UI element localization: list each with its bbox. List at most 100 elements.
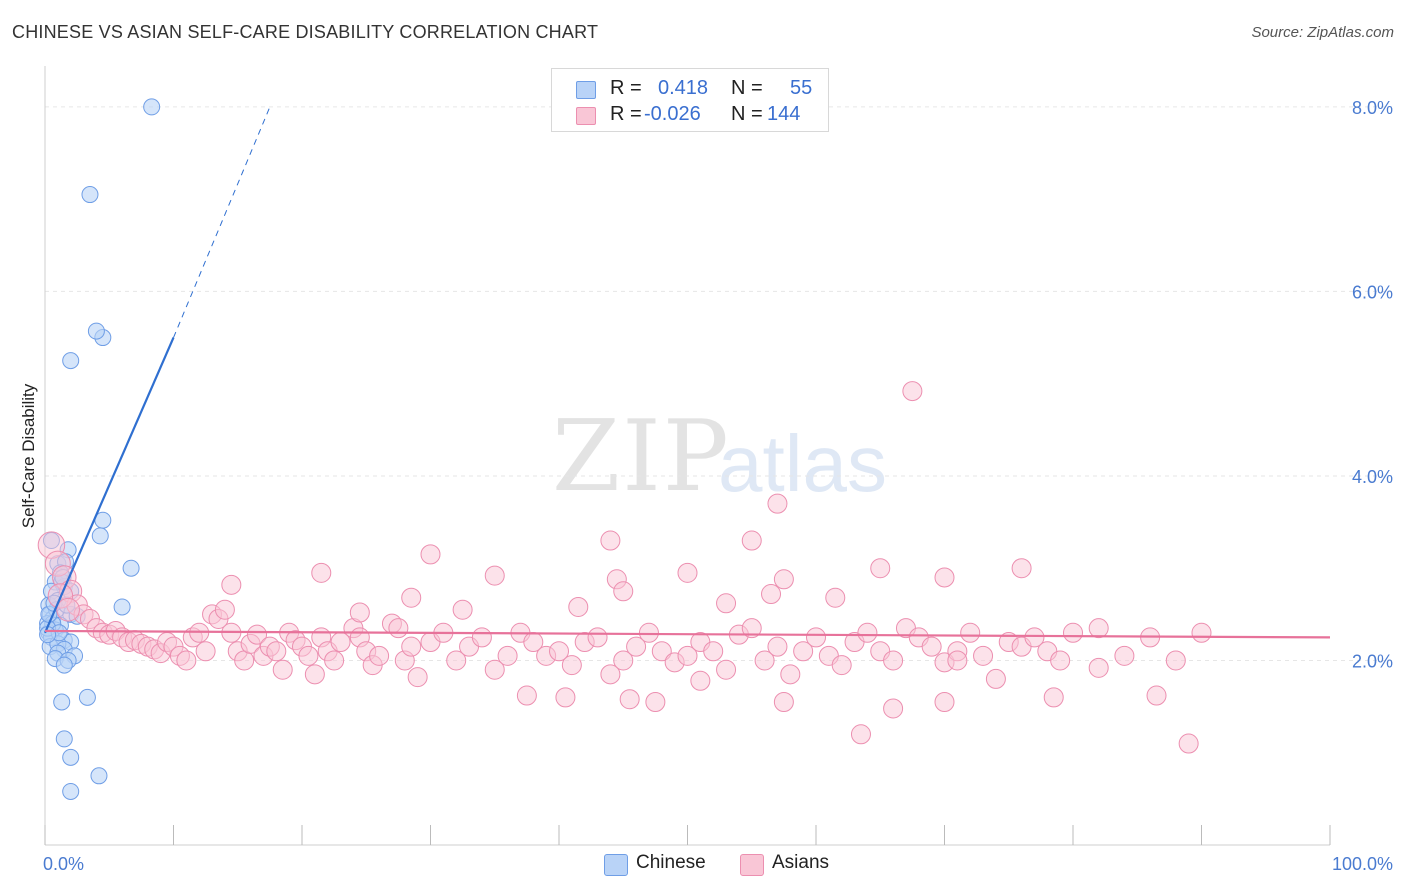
asians-point: [195, 641, 216, 662]
trend-lines: [43, 106, 1331, 639]
legend-n-label: N =: [731, 103, 763, 125]
asians-point: [484, 659, 505, 680]
x-tick-label: 100.0%: [1332, 854, 1393, 874]
legend-r-label: R =: [610, 103, 642, 125]
legend-r-value: 0.418: [658, 77, 709, 99]
chinese-point: [62, 782, 80, 800]
asians-point: [703, 641, 724, 662]
asians-point: [870, 558, 891, 579]
asians-point: [761, 584, 782, 605]
asians-point: [902, 381, 923, 402]
asians-point: [767, 493, 788, 514]
asians-point: [369, 645, 390, 666]
asians-point: [298, 645, 319, 666]
asians-point: [1088, 618, 1109, 639]
asians-point: [1088, 657, 1109, 678]
asians-point: [850, 724, 871, 745]
asians-point: [1165, 650, 1186, 671]
chinese-point: [91, 527, 109, 545]
axis-labels: 2.0% 4.0% 6.0% 8.0% 0.0% 100.0% Self-Care Disa…: [19, 98, 1393, 874]
asians-point: [638, 622, 659, 643]
asians-point: [626, 636, 647, 657]
asians-point: [741, 618, 762, 639]
asians-point: [1191, 622, 1212, 643]
chinese-point: [90, 767, 108, 785]
bottom-legend-asians-label: Asians: [772, 852, 830, 873]
asians-point: [921, 636, 942, 657]
asians-point: [613, 581, 634, 602]
chinese-point: [53, 693, 71, 711]
asians-point: [549, 641, 569, 662]
asians-point: [221, 574, 242, 595]
asians-point: [934, 567, 955, 588]
chinese-point: [87, 322, 105, 340]
correlation-legend: R = 0.418 N = 55 R = -0.026 N = 144: [551, 68, 829, 132]
asians-point: [561, 655, 582, 676]
legend-r-value: -0.026: [644, 103, 701, 125]
chinese-point: [55, 656, 73, 674]
asians-point: [831, 655, 852, 676]
asians-point: [1114, 645, 1135, 666]
bottom-legend-chinese-label: Chinese: [636, 852, 706, 873]
legend-n-value: 144: [767, 103, 801, 125]
asians-point: [677, 562, 698, 583]
asians-point: [767, 636, 788, 657]
asians-point: [619, 689, 640, 710]
asians-point: [883, 650, 904, 671]
asians-point: [883, 698, 904, 719]
legend-r-label: R =: [610, 77, 642, 99]
asians-point: [690, 670, 711, 691]
asians-point: [1146, 685, 1167, 706]
asians-point: [407, 667, 428, 688]
asians-point: [806, 627, 826, 648]
y-tick-label: 6.0%: [1352, 282, 1393, 302]
asians-swatch: [740, 854, 764, 876]
asians-point: [773, 691, 794, 712]
asians-point: [420, 544, 441, 565]
asians-point: [857, 622, 878, 643]
asians-point: [716, 593, 737, 614]
asians-point: [1024, 627, 1045, 648]
asians-point: [1050, 650, 1071, 671]
asians-point: [324, 650, 345, 671]
chinese-swatch: [576, 81, 596, 99]
asians-point: [793, 641, 814, 662]
chinese-point: [62, 352, 80, 370]
asians-point: [214, 599, 235, 620]
asians-trend-line: [44, 629, 1331, 639]
asians-point: [587, 627, 608, 648]
chinese-points: [39, 98, 161, 800]
asians-point: [677, 645, 698, 666]
asians-point: [600, 664, 621, 685]
asians-point: [176, 650, 197, 671]
asians-point: [780, 664, 801, 685]
y-tick-label: 2.0%: [1352, 651, 1393, 671]
chinese-trend-line: [43, 337, 175, 634]
asians-point: [471, 627, 492, 648]
asians-point: [401, 587, 422, 608]
chinese-point: [113, 598, 131, 616]
chinese-point: [55, 730, 73, 748]
chinese-point: [81, 186, 99, 204]
asians-point: [1043, 687, 1064, 708]
asians-point: [388, 618, 409, 639]
asians-point: [960, 622, 981, 643]
chart-source: Source: ZipAtlas.com: [1251, 24, 1394, 41]
asians-point: [516, 685, 537, 706]
chinese-swatch: [604, 854, 628, 876]
asians-point: [600, 530, 621, 551]
asians-point: [825, 587, 846, 608]
asians-point: [934, 691, 955, 712]
asians-point: [741, 530, 762, 551]
asians-point: [947, 650, 968, 671]
axes: [44, 66, 1331, 846]
asians-point: [484, 565, 505, 586]
asians-swatch: [576, 107, 596, 125]
asians-point: [716, 659, 737, 680]
asians-point: [247, 624, 268, 645]
x-tick-label: 0.0%: [43, 854, 84, 874]
legend-row-chinese: R = 0.418 N = 55: [552, 77, 828, 101]
grid-lines: [45, 106, 1392, 661]
asians-point: [1063, 622, 1083, 643]
chinese-point: [143, 98, 161, 116]
